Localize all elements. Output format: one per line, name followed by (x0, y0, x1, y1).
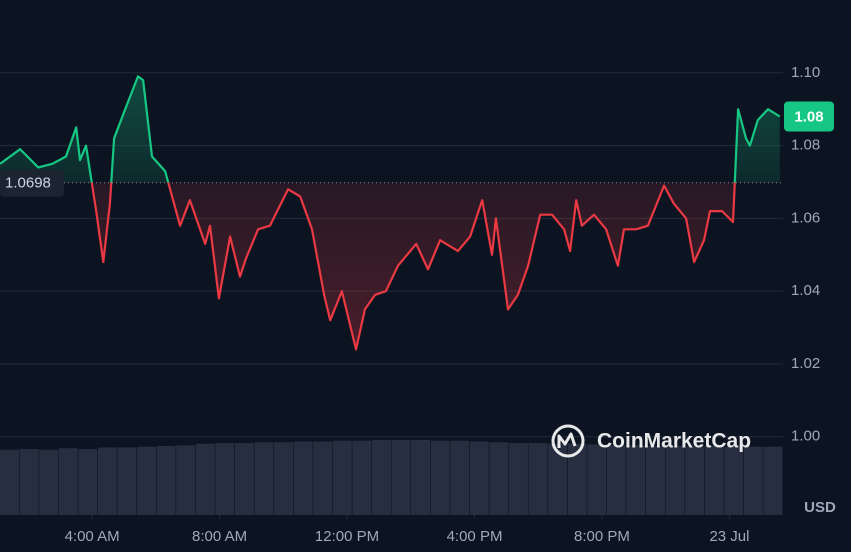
volume-bar (97, 447, 117, 515)
x-tick-label: 8:00 AM (192, 528, 247, 545)
volume-bar (274, 442, 294, 515)
volume-bar (234, 443, 254, 515)
baseline-label-box (0, 169, 64, 197)
plot (0, 75, 783, 351)
watermark: CoinMarketCap (551, 424, 751, 458)
volume-bar (313, 441, 333, 515)
volume-bar (254, 442, 274, 515)
volume-bar (450, 440, 470, 515)
volume-bar (724, 446, 744, 515)
y-tick-label: 1.10 (791, 64, 820, 81)
volume-bar (293, 441, 313, 515)
volume-bar (39, 449, 59, 515)
volume-bar (489, 442, 509, 515)
volume-bar (117, 447, 137, 515)
volume-bar (78, 449, 98, 515)
volume-bar (0, 449, 19, 515)
volume-bar (743, 446, 763, 515)
price-area (0, 76, 780, 350)
volume-bar (645, 446, 665, 515)
volume-bar (763, 446, 783, 515)
volume-bar (391, 440, 411, 515)
x-tick-label: 8:00 PM (574, 528, 630, 545)
volume-bar (587, 444, 607, 515)
volume-bar (508, 443, 528, 515)
volume-bar (215, 443, 235, 515)
volume-bar (19, 449, 39, 515)
volume-bar (685, 446, 705, 515)
volume-bar (411, 440, 431, 515)
volume-bar (58, 448, 78, 515)
volume-bar (137, 446, 156, 515)
volume-bar (352, 440, 372, 515)
volume-bar (430, 440, 450, 515)
logo-mark (557, 432, 577, 448)
volume-bar (704, 446, 724, 515)
logo-ring (551, 424, 585, 458)
y-tick-label: 1.02 (791, 355, 820, 372)
volume-bar (528, 443, 548, 515)
y-tick-label: 1.04 (791, 282, 820, 299)
volume-bar (665, 446, 685, 515)
y-tick-label: 1.06 (791, 209, 820, 226)
volume-bar (548, 443, 568, 515)
price-line (0, 75, 781, 351)
volume-bar (567, 443, 587, 515)
watermark-text: CoinMarketCap (597, 430, 751, 453)
volume-bar (469, 441, 489, 515)
y-tick-label: 1.08 (791, 137, 820, 154)
last-price-label: 1.08 (794, 108, 823, 125)
x-tick-label: 4:00 AM (65, 528, 120, 545)
volume-bar (332, 440, 352, 515)
x-tick-label: 12:00 PM (315, 528, 379, 545)
volume-bar (176, 445, 196, 515)
volume-bar (371, 440, 391, 515)
last-price-box (784, 101, 834, 132)
currency-label: USD (804, 499, 836, 516)
volume-bar (195, 443, 215, 515)
volume-bar (626, 445, 646, 515)
y-tick-label: 1.00 (791, 428, 820, 445)
x-tick-label: 4:00 PM (447, 528, 503, 545)
volume-bar (156, 446, 176, 515)
baseline-label: 1.0698 (5, 175, 51, 192)
x-tick-label: 23 Jul (709, 528, 749, 545)
volume-bar (606, 445, 626, 515)
volume-bars (0, 440, 783, 515)
